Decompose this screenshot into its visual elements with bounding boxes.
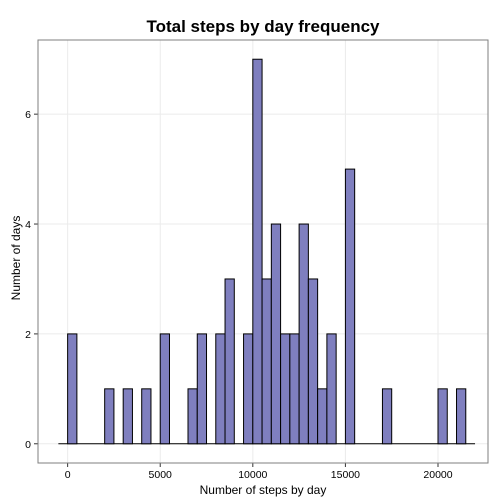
y-axis-label: Number of days xyxy=(9,216,23,301)
histogram-bar xyxy=(122,388,133,445)
x-axis-label: Number of steps by day xyxy=(200,483,327,497)
histogram-bar xyxy=(437,388,448,445)
histogram-bar xyxy=(67,333,78,445)
histogram-bar xyxy=(261,278,272,445)
x-tick-label: 10000 xyxy=(238,469,267,481)
histogram-bar xyxy=(159,333,170,445)
y-tick-label: 0 xyxy=(25,439,31,451)
histogram-bar xyxy=(243,333,254,445)
axis-ticks: 0 5000 10000 15000 20000 0 2 4 6 xyxy=(25,109,453,481)
histogram-bar xyxy=(344,168,356,445)
y-tick-label: 2 xyxy=(25,329,31,341)
histogram-bar xyxy=(196,333,208,445)
y-tick-label: 4 xyxy=(25,219,31,231)
histogram-bar xyxy=(317,388,328,445)
x-tick-label: 20000 xyxy=(423,469,452,481)
histogram-bar xyxy=(280,333,291,445)
plot-panel xyxy=(37,39,489,464)
histogram-bar xyxy=(307,278,319,445)
x-tick-label: 0 xyxy=(65,469,71,481)
histogram-bar xyxy=(215,333,226,445)
x-tick-label: 5000 xyxy=(149,469,173,481)
bars-group xyxy=(58,58,476,445)
histogram-bar xyxy=(270,223,282,445)
histogram-bar xyxy=(326,333,337,445)
histogram-bar xyxy=(298,223,309,445)
histogram-bar xyxy=(456,388,467,445)
y-tick-label: 6 xyxy=(25,109,31,121)
histogram-bar xyxy=(141,388,152,445)
histogram-bar xyxy=(381,388,393,445)
histogram-bar xyxy=(252,58,263,445)
chart-title: Total steps by day frequency xyxy=(146,17,380,36)
x-tick-label: 15000 xyxy=(331,469,360,481)
histogram-bar xyxy=(187,388,198,445)
histogram-bar xyxy=(104,388,115,445)
histogram-bar xyxy=(224,278,235,445)
histogram-bar xyxy=(289,333,300,445)
